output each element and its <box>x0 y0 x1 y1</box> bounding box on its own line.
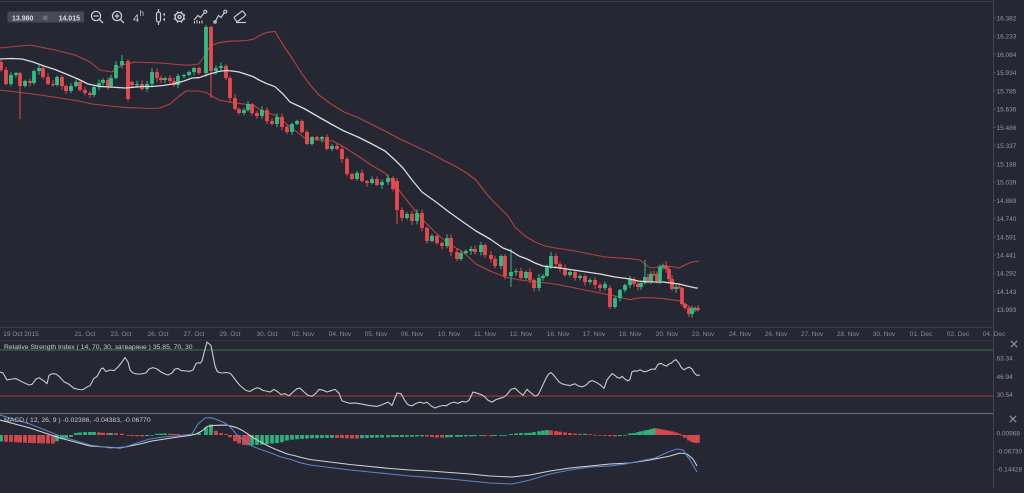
svg-text:23. Oct: 23. Oct <box>111 331 132 338</box>
svg-text:21. Oct: 21. Oct <box>75 331 96 338</box>
svg-text:46.94: 46.94 <box>997 374 1014 381</box>
svg-text:Relative Strength Index ( 14,: Relative Strength Index ( 14, 70, 30, за… <box>4 344 193 351</box>
svg-text:26. Nov: 26. Nov <box>765 331 788 338</box>
svg-text:04. Dec: 04. Dec <box>983 331 1006 338</box>
svg-text:18. Nov: 18. Nov <box>619 331 642 338</box>
svg-text:19 Oct 2015: 19 Oct 2015 <box>3 331 39 338</box>
svg-text:15.486: 15.486 <box>997 125 1017 132</box>
svg-text:16.382: 16.382 <box>997 15 1017 22</box>
svg-text:24. Nov: 24. Nov <box>729 331 752 338</box>
svg-text:-0.14428: -0.14428 <box>997 466 1023 473</box>
svg-text:27. Nov: 27. Nov <box>801 331 824 338</box>
svg-text:04. Nov: 04. Nov <box>329 331 352 338</box>
svg-text:28. Nov: 28. Nov <box>837 331 860 338</box>
svg-text:05. Nov: 05. Nov <box>365 331 388 338</box>
svg-text:30. Nov: 30. Nov <box>873 331 896 338</box>
svg-text:23. Nov: 23. Nov <box>692 331 715 338</box>
svg-text:12. Nov: 12. Nov <box>510 331 533 338</box>
svg-text:30. Oct: 30. Oct <box>257 331 278 338</box>
svg-text:02. Dec: 02. Dec <box>947 331 970 338</box>
svg-text:06. Nov: 06. Nov <box>401 331 424 338</box>
svg-text:29. Oct: 29. Oct <box>220 331 241 338</box>
svg-text:14.441: 14.441 <box>997 253 1017 260</box>
svg-text:27. Oct: 27. Oct <box>184 331 205 338</box>
svg-text:16. Nov: 16. Nov <box>547 331 570 338</box>
svg-text:16.233: 16.233 <box>997 34 1017 41</box>
svg-text:13.980: 13.980 <box>12 16 34 23</box>
svg-text:14.889: 14.889 <box>997 198 1017 205</box>
svg-text:15.188: 15.188 <box>997 161 1017 168</box>
svg-text:13.993: 13.993 <box>997 307 1017 314</box>
svg-text:14.015: 14.015 <box>59 16 81 23</box>
svg-text:-0.06730: -0.06730 <box>997 448 1023 455</box>
svg-text:14.740: 14.740 <box>997 216 1017 223</box>
svg-text:MACD ( 12, 26, 9 ) -0.02386, -: MACD ( 12, 26, 9 ) -0.02386, -0.04383, -… <box>4 417 151 424</box>
svg-text:11. Nov: 11. Nov <box>474 331 497 338</box>
svg-text:16.084: 16.084 <box>997 52 1017 59</box>
svg-text:14.292: 14.292 <box>997 271 1017 278</box>
svg-text:10. Nov: 10. Nov <box>438 331 461 338</box>
svg-text:30.54: 30.54 <box>997 392 1014 399</box>
svg-text:15.039: 15.039 <box>997 180 1017 187</box>
svg-text:26. Oct: 26. Oct <box>148 331 169 338</box>
svg-text:14.591: 14.591 <box>997 234 1017 241</box>
svg-text:17. Nov: 17. Nov <box>583 331 606 338</box>
svg-text:15.337: 15.337 <box>997 143 1017 150</box>
svg-text:63.34: 63.34 <box>997 355 1014 362</box>
svg-text:01. Dec: 01. Dec <box>910 331 933 338</box>
svg-text:15.934: 15.934 <box>997 70 1017 77</box>
svg-text:4: 4 <box>133 13 139 25</box>
svg-text:15.785: 15.785 <box>997 88 1017 95</box>
svg-text:02. Nov: 02. Nov <box>292 331 315 338</box>
svg-text:14.143: 14.143 <box>997 289 1017 296</box>
svg-text:h: h <box>140 9 144 18</box>
svg-text:15.636: 15.636 <box>997 107 1017 114</box>
svg-text:0.00968: 0.00968 <box>997 430 1021 437</box>
svg-text:20. Nov: 20. Nov <box>656 331 679 338</box>
